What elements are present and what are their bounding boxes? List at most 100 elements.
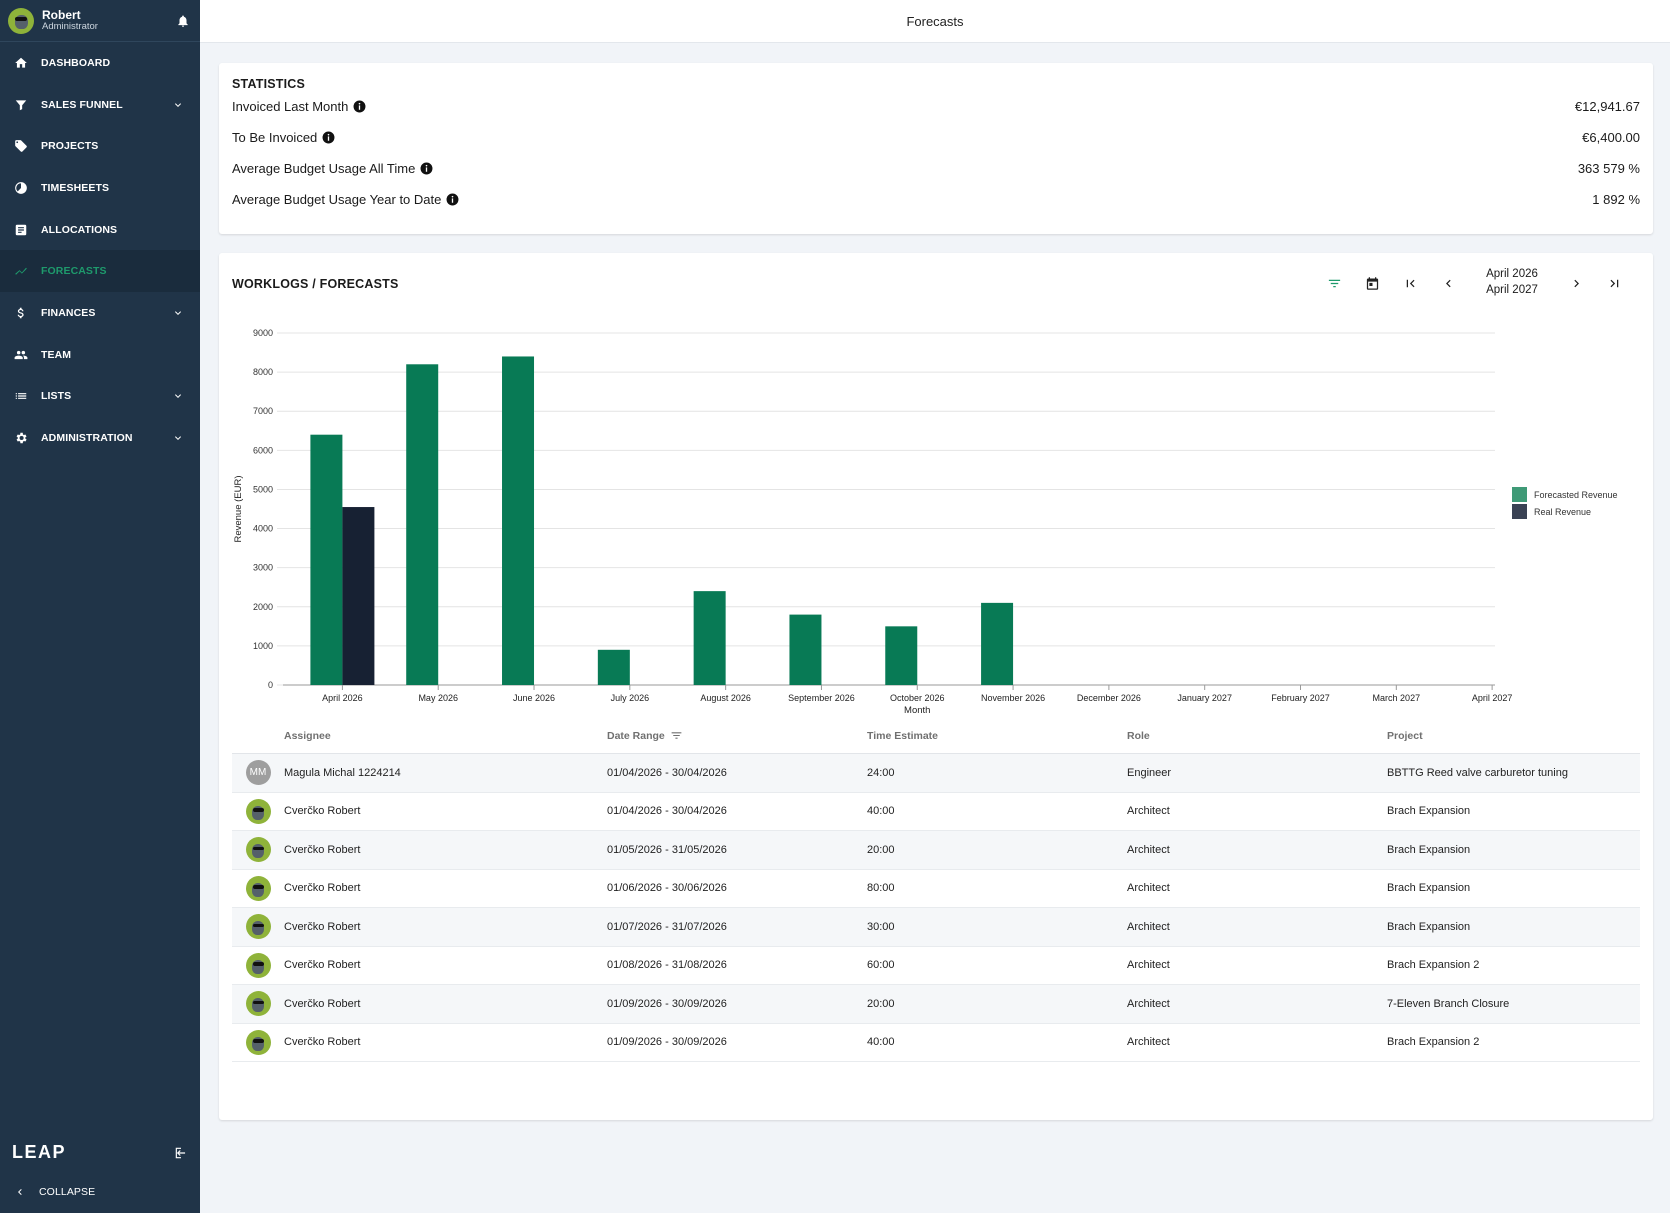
filter-list-icon[interactable] xyxy=(670,729,683,742)
sidebar-nav: DASHBOARD SALES FUNNEL PROJECTS TIMESHEETS A… xyxy=(0,42,200,459)
time-estimate-cell: 80:00 xyxy=(867,882,895,895)
project-cell: 7-Eleven Branch Closure xyxy=(1387,997,1510,1010)
assignee-cell: Cverčko Robert xyxy=(284,1036,361,1049)
legend-swatch-forecasted xyxy=(1512,487,1527,502)
table-row[interactable]: Cverčko Robert 01/05/2026 - 31/05/2026 20:… xyxy=(232,831,1640,870)
table-header: Assignee Date Range Time Estimate Role P… xyxy=(232,718,1640,754)
avatar-cell xyxy=(232,798,284,824)
calendar-button[interactable] xyxy=(1353,268,1391,298)
last-page-button[interactable] xyxy=(1595,268,1633,298)
list-icon xyxy=(15,393,27,400)
clock-icon xyxy=(15,182,27,194)
sidebar-item-timesheets[interactable]: TIMESHEETS xyxy=(0,167,200,209)
x-tick-label: February 2027 xyxy=(1271,693,1330,703)
project-cell: Brach Expansion xyxy=(1387,805,1471,818)
x-tick-label: May 2026 xyxy=(418,693,458,703)
header-role[interactable]: Role xyxy=(1127,729,1150,742)
bar-forecasted-3 xyxy=(597,649,630,685)
worklogs-title: WORKLOGS / FORECASTS xyxy=(232,277,399,291)
avatar[interactable] xyxy=(8,7,34,34)
chevron-left-icon xyxy=(1445,279,1451,287)
info-icon[interactable] xyxy=(353,100,366,113)
sidebar-item-label: FINANCES xyxy=(41,306,96,319)
project-cell: Brach Expansion xyxy=(1387,920,1471,933)
time-estimate-cell: 24:00 xyxy=(867,766,895,779)
worklogs-card: WORKLOGS / FORECASTS April 2026 April 20… xyxy=(219,253,1653,1120)
y-tick-label: 4000 xyxy=(253,524,273,534)
first-page-button[interactable] xyxy=(1391,268,1429,298)
collapse-button[interactable]: COLLAPSE xyxy=(0,1171,200,1213)
sidebar-item-team[interactable]: TEAM xyxy=(0,334,200,376)
role-cell: Architect xyxy=(1127,1036,1170,1049)
next-button[interactable] xyxy=(1557,268,1595,298)
sidebar-item-finances[interactable]: FINANCES xyxy=(0,292,200,334)
sidebar-item-label: LISTS xyxy=(41,390,72,403)
last-page-icon xyxy=(1610,279,1618,287)
sidebar-item-sales-funnel[interactable]: SALES FUNNEL xyxy=(0,84,200,126)
sidebar: Robert Administrator DASHBOARD SALES FUNN… xyxy=(0,0,200,1213)
previous-button[interactable] xyxy=(1429,268,1467,298)
worklogs-table: Assignee Date Range Time Estimate Role P… xyxy=(232,718,1640,1062)
statistics-title: STATISTICS xyxy=(232,77,306,91)
legend-swatch-real xyxy=(1512,504,1527,519)
bell-icon[interactable] xyxy=(176,14,190,28)
role-cell: Architect xyxy=(1127,882,1170,895)
header-project[interactable]: Project xyxy=(1387,729,1423,742)
bar-forecasted-4 xyxy=(693,591,726,685)
avatar xyxy=(245,798,271,824)
header-date-range-label: Date Range xyxy=(607,729,665,742)
assignee-cell: Cverčko Robert xyxy=(284,843,361,856)
home-icon xyxy=(15,57,27,68)
sidebar-item-allocations[interactable]: ALLOCATIONS xyxy=(0,209,200,251)
logout-icon[interactable] xyxy=(174,1146,188,1160)
filter-button[interactable] xyxy=(1315,268,1353,298)
table-row[interactable]: Cverčko Robert 01/09/2026 - 30/09/2026 40:… xyxy=(232,1024,1640,1062)
time-estimate-cell: 20:00 xyxy=(867,997,895,1010)
y-tick-label: 6000 xyxy=(253,445,273,455)
role-cell: Architect xyxy=(1127,959,1170,972)
header-date-range[interactable]: Date Range xyxy=(607,729,867,742)
table-row[interactable]: Cverčko Robert 01/07/2026 - 31/07/2026 30:… xyxy=(232,908,1640,947)
table-row[interactable]: MM Magula Michal 1224214 01/04/2026 - 30/0… xyxy=(232,754,1640,793)
info-icon[interactable] xyxy=(420,162,433,175)
avatar-cell xyxy=(232,1029,284,1055)
sidebar-item-dashboard[interactable]: DASHBOARD xyxy=(0,42,200,84)
header-time-estimate[interactable]: Time Estimate xyxy=(867,729,939,742)
chevron-down-icon xyxy=(175,436,181,441)
sidebar-item-label: TIMESHEETS xyxy=(41,181,110,194)
date-range-cell: 01/08/2026 - 31/08/2026 xyxy=(607,959,727,972)
sidebar-item-administration[interactable]: ADMINISTRATION xyxy=(0,417,200,459)
stat-label: Invoiced Last Month xyxy=(232,99,366,114)
chevron-right-icon xyxy=(1573,279,1579,287)
info-icon[interactable] xyxy=(322,131,335,144)
collapse-label: COLLAPSE xyxy=(39,1186,96,1198)
x-tick-label: July 2026 xyxy=(611,693,650,703)
sidebar-item-forecasts[interactable]: FORECASTS xyxy=(0,250,200,293)
stat-label: Average Budget Usage Year to Date xyxy=(232,192,459,207)
statistics-card: STATISTICS Invoiced Last Month €12,941.6… xyxy=(219,63,1653,234)
time-estimate-cell: 40:00 xyxy=(867,805,895,818)
x-tick-label: March 2027 xyxy=(1373,693,1421,703)
avatar-cell: MM xyxy=(232,760,284,786)
sidebar-item-projects[interactable]: PROJECTS xyxy=(0,125,200,167)
time-estimate-cell: 60:00 xyxy=(867,959,895,972)
table-row[interactable]: Cverčko Robert 01/09/2026 - 30/09/2026 20:… xyxy=(232,985,1640,1024)
user-role: Administrator xyxy=(42,20,98,32)
first-page-icon xyxy=(1406,279,1414,287)
sidebar-item-label: TEAM xyxy=(41,348,72,361)
stat-row: Average Budget Usage All Time 363 579 % xyxy=(232,153,1640,184)
header-assignee[interactable]: Assignee xyxy=(284,729,331,742)
table-row[interactable]: Cverčko Robert 01/08/2026 - 31/08/2026 60:… xyxy=(232,947,1640,985)
assignee-cell: Cverčko Robert xyxy=(284,959,361,972)
user-panel[interactable]: Robert Administrator xyxy=(0,0,200,42)
table-row[interactable]: Cverčko Robert 01/06/2026 - 30/06/2026 80:… xyxy=(232,870,1640,908)
stat-label-text: Average Budget Usage Year to Date xyxy=(232,192,442,207)
y-axis-title: Revenue (EUR) xyxy=(233,475,244,542)
sidebar-item-lists[interactable]: LISTS xyxy=(0,376,200,418)
gear-icon xyxy=(16,432,27,444)
y-tick-label: 2000 xyxy=(253,602,273,612)
info-icon[interactable] xyxy=(446,193,459,206)
table-row[interactable]: Cverčko Robert 01/04/2026 - 30/04/2026 40:… xyxy=(232,793,1640,831)
range-end: April 2027 xyxy=(1486,284,1538,296)
y-tick-label: 1000 xyxy=(253,641,273,651)
